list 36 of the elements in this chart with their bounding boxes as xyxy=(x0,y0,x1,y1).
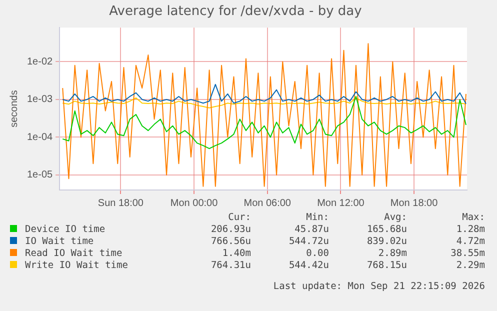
y-tick-label: 1e-05 xyxy=(27,170,54,181)
text: 544.72u xyxy=(288,236,329,248)
text: Cur: xyxy=(227,212,251,224)
text: 165.68u xyxy=(366,224,407,236)
x-tick-label: Mon 06:00 xyxy=(244,198,292,209)
y-tick-label: 1e-02 xyxy=(27,56,54,68)
text: 2.89m xyxy=(377,248,407,260)
legend-label: Device IO time xyxy=(24,224,106,236)
text: 768.15u xyxy=(366,260,407,272)
text: 766.56u xyxy=(210,236,251,248)
text: 45.87u xyxy=(294,224,329,236)
text: 4.72m xyxy=(455,236,485,248)
legend-label: IO Wait time xyxy=(24,236,95,248)
text: Max: xyxy=(461,212,485,224)
text: Avg: xyxy=(383,212,407,224)
x-tick-label: Sun 18:00 xyxy=(98,198,144,209)
text: 0.00 xyxy=(305,248,329,260)
legend-label: Write IO Wait time xyxy=(24,260,129,272)
text: 1.40m xyxy=(221,248,251,260)
x-tick-label: Mon 00:00 xyxy=(170,198,218,209)
text: 1.28m xyxy=(455,224,485,236)
text: Last update: Mon Sep 21 22:15:09 2026 xyxy=(273,281,485,292)
x-tick-label: Mon 18:00 xyxy=(390,198,438,209)
text: 839.02u xyxy=(366,236,407,248)
text: Min: xyxy=(305,212,329,224)
text: 38.55m xyxy=(450,248,485,260)
legend-label: Read IO Wait time xyxy=(24,248,124,260)
y-axis-title: seconds xyxy=(8,90,20,128)
x-tick-label: Mon 12:00 xyxy=(317,198,365,209)
text: 764.31u xyxy=(210,260,251,272)
text: 544.42u xyxy=(288,260,329,272)
text: 206.93u xyxy=(210,224,251,236)
chart-title: Average latency for /dev/xvda - by day xyxy=(109,4,362,20)
y-tick-label: 1e-03 xyxy=(27,94,54,106)
y-tick-label: 1e-04 xyxy=(27,132,54,143)
text: 2.29m xyxy=(455,260,485,272)
